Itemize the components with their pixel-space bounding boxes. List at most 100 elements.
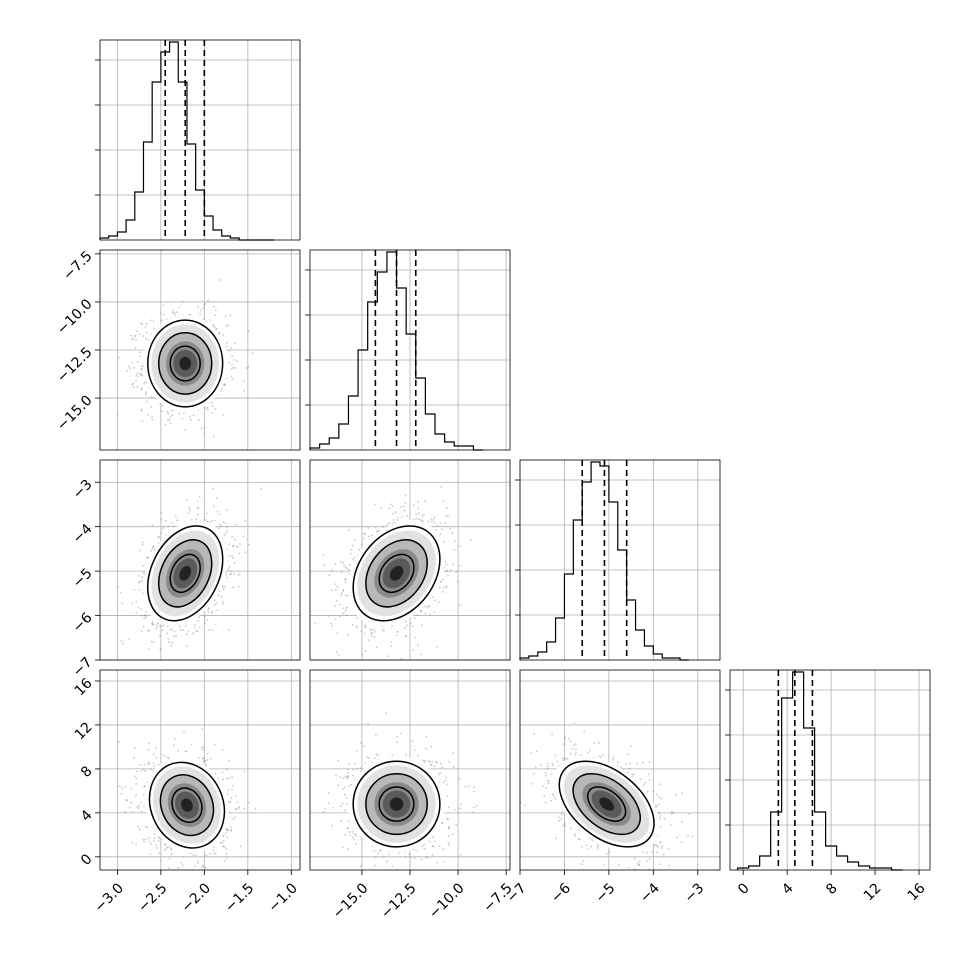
- hist-panel-0: [95, 39, 301, 241]
- sample-point: [144, 838, 147, 841]
- sample-point: [164, 423, 167, 426]
- sample-point: [198, 418, 200, 421]
- sample-point: [162, 304, 165, 306]
- sample-point: [391, 505, 394, 507]
- sample-point: [216, 609, 219, 612]
- density-level: [389, 565, 404, 581]
- sample-point: [214, 623, 217, 626]
- sample-point: [141, 323, 144, 326]
- sample-point: [437, 601, 440, 604]
- sample-point: [137, 606, 140, 609]
- sample-point: [135, 338, 137, 341]
- sample-point: [343, 564, 345, 567]
- sample-point: [389, 503, 392, 506]
- sample-point: [260, 488, 263, 491]
- sample-point: [156, 625, 159, 628]
- sample-point: [184, 429, 187, 432]
- sample-point: [370, 632, 373, 634]
- sample-point: [340, 594, 343, 597]
- sample-point: [160, 410, 163, 413]
- sample-point: [133, 747, 136, 750]
- sample-point: [430, 520, 433, 523]
- sample-point: [186, 645, 188, 648]
- sample-point: [347, 568, 350, 571]
- sample-point: [330, 622, 333, 625]
- sample-point: [152, 546, 155, 548]
- sample-point: [213, 846, 215, 848]
- sample-point: [207, 607, 210, 610]
- sample-point: [133, 335, 136, 337]
- sample-point: [147, 629, 150, 632]
- sample-point: [167, 419, 169, 422]
- hist-panel-2: [515, 459, 721, 661]
- sample-point: [251, 352, 254, 354]
- sample-point: [348, 529, 350, 532]
- sample-point: [342, 589, 345, 591]
- sample-point: [162, 313, 165, 316]
- sample-point: [152, 753, 155, 756]
- sample-point: [433, 610, 436, 613]
- sample-point: [139, 373, 142, 375]
- sample-point: [189, 313, 192, 316]
- sample-point: [446, 507, 448, 509]
- sample-point: [211, 629, 214, 631]
- sample-point: [364, 624, 367, 626]
- sample-point: [167, 637, 170, 640]
- sample-point: [223, 383, 226, 386]
- sample-point: [153, 839, 156, 842]
- sample-point: [416, 614, 419, 616]
- sample-point: [163, 754, 166, 757]
- sample-point: [235, 523, 238, 526]
- sample-point: [219, 279, 221, 281]
- sample-point: [194, 865, 196, 868]
- sample-point: [198, 626, 201, 629]
- sample-point: [122, 642, 124, 645]
- sample-point: [235, 360, 238, 362]
- sample-point: [131, 810, 134, 813]
- sample-point: [218, 331, 221, 334]
- scatter-panel-1-0: [99, 249, 301, 451]
- sample-point: [151, 621, 154, 624]
- sample-point: [165, 632, 168, 635]
- sample-point: [171, 641, 173, 644]
- sample-point: [145, 615, 148, 618]
- sample-point: [189, 509, 191, 512]
- sample-point: [168, 857, 171, 860]
- sample-point: [405, 635, 408, 637]
- sample-point: [133, 589, 136, 592]
- sample-point: [362, 537, 365, 540]
- sample-point: [143, 805, 145, 808]
- sample-point: [228, 565, 231, 568]
- sample-point: [225, 509, 228, 512]
- sample-point: [247, 365, 250, 368]
- sample-point: [211, 610, 213, 613]
- sample-point: [453, 548, 456, 551]
- sample-point: [455, 571, 458, 574]
- sample-point: [138, 580, 141, 583]
- sample-point: [136, 330, 139, 333]
- sample-point: [222, 778, 224, 781]
- sample-point: [190, 743, 193, 746]
- sample-point: [439, 532, 442, 535]
- sample-point: [238, 573, 241, 575]
- sample-point: [363, 625, 366, 628]
- sample-point: [370, 632, 373, 635]
- sample-point: [185, 633, 188, 636]
- sample-point: [226, 836, 229, 839]
- sample-point: [352, 544, 354, 547]
- sample-point: [427, 520, 430, 523]
- sample-point: [141, 543, 144, 546]
- sample-point: [179, 628, 182, 631]
- sample-point: [140, 388, 143, 391]
- sample-point: [169, 422, 172, 425]
- sample-point: [368, 639, 371, 642]
- sample-point: [235, 872, 237, 874]
- sample-point: [162, 527, 164, 530]
- sample-point: [396, 630, 399, 633]
- sample-point: [188, 507, 191, 509]
- sample-point: [344, 579, 347, 581]
- sample-point: [174, 314, 177, 317]
- sample-point: [404, 494, 407, 496]
- sample-point: [340, 571, 343, 574]
- sample-point: [211, 519, 214, 522]
